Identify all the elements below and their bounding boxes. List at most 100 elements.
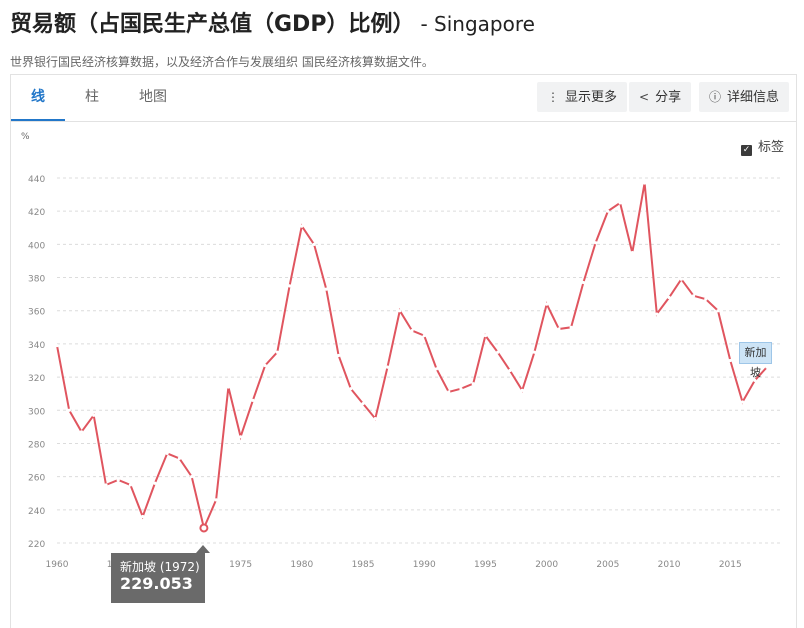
data-point (385, 365, 390, 369)
y-tick-label: 340 (28, 341, 45, 351)
share-icon: < (639, 90, 650, 104)
data-point (606, 209, 610, 213)
share-button[interactable]: < 分享 (629, 82, 692, 112)
data-point (581, 280, 585, 285)
y-tick-label: 240 (28, 507, 45, 517)
data-point (422, 334, 426, 338)
data-point (398, 309, 402, 313)
tab-divider (11, 121, 796, 122)
data-point (373, 416, 377, 421)
show-more-label: 显示更多 (565, 90, 618, 105)
data-point (336, 353, 341, 358)
y-tick-label: 260 (28, 474, 45, 484)
data-point (679, 277, 683, 281)
x-tick-label: 2010 (658, 560, 681, 570)
y-tick-label: 360 (28, 308, 45, 318)
x-tick-label: 2015 (719, 560, 742, 570)
data-point (177, 456, 182, 460)
chart-panel: 线 柱 地图 ⋮ 显示更多 < 分享 ⓘ 详细信息 ✓ 标签 (10, 74, 797, 628)
data-point (116, 478, 120, 482)
data-point (496, 350, 500, 354)
data-point (226, 385, 230, 389)
data-point (190, 475, 194, 479)
labels-toggle-label: 标签 (757, 140, 784, 155)
labels-toggle[interactable]: ✓ 标签 (740, 136, 784, 156)
data-point (594, 241, 598, 245)
y-tick-label: 380 (28, 275, 45, 285)
data-point (655, 312, 659, 316)
data-point (67, 408, 71, 412)
data-point (545, 302, 549, 306)
data-point (569, 325, 573, 329)
data-point (447, 390, 451, 394)
show-more-button[interactable]: ⋮ 显示更多 (537, 82, 628, 112)
data-point (532, 350, 537, 354)
data-point (361, 402, 365, 406)
data-point (349, 387, 353, 391)
data-point (79, 430, 84, 434)
data-point (483, 334, 488, 338)
data-point (165, 451, 169, 456)
tab-line[interactable]: 线 (11, 75, 65, 121)
data-point (642, 181, 647, 185)
country-name: - Singapore (420, 12, 535, 36)
data-point (153, 481, 157, 485)
data-point (716, 309, 720, 313)
data-point (691, 294, 696, 298)
series-end-label[interactable]: 新加坡 (739, 342, 772, 379)
data-point (630, 251, 634, 255)
data-point (740, 400, 745, 404)
data-point (214, 498, 218, 502)
x-tick-label: 2005 (596, 560, 619, 570)
tooltip-arrow (196, 545, 210, 553)
data-point (667, 295, 671, 300)
info-icon: ⓘ (709, 90, 722, 104)
data-point (471, 382, 475, 386)
data-point (92, 413, 96, 417)
data-point (459, 387, 463, 391)
data-point (128, 483, 133, 487)
data-point (618, 201, 622, 205)
data-point (434, 367, 439, 371)
y-tick-label: 300 (28, 407, 45, 417)
y-tick-label: 280 (28, 440, 45, 450)
data-point (300, 224, 304, 228)
data-point (753, 378, 757, 383)
data-point (263, 363, 267, 368)
data-point (704, 297, 708, 301)
source-note: 世界银行国民经济核算数据，以及经济合作与发展组织 国民经济核算数据文件。 (10, 55, 434, 69)
y-axis-label: % (21, 132, 30, 142)
tooltip-value: 229.053 (120, 574, 193, 593)
checkbox-checked-icon[interactable]: ✓ (740, 145, 752, 156)
data-point (520, 388, 524, 392)
data-point (312, 242, 316, 246)
data-point (55, 343, 59, 348)
x-tick-label: 1980 (290, 560, 313, 570)
data-tooltip: 新加坡 (1972) 229.053 (111, 545, 210, 603)
data-point (765, 365, 769, 369)
x-tick-label: 1960 (46, 560, 69, 570)
share-label: 分享 (655, 90, 682, 105)
tab-bar[interactable]: 柱 (85, 89, 99, 105)
x-tick-label: 1985 (352, 560, 375, 570)
data-point (728, 358, 732, 363)
data-point (275, 350, 279, 354)
tab-map[interactable]: 地图 (139, 89, 167, 105)
details-button[interactable]: ⓘ 详细信息 (699, 82, 790, 112)
y-tick-label: 220 (28, 540, 45, 550)
data-point (239, 435, 243, 439)
data-point (410, 329, 414, 333)
highlighted-point (199, 523, 209, 533)
data-point (557, 327, 561, 331)
data-point (324, 287, 328, 291)
title-text: 贸易额（占国民生产总值（GDP）比例） (10, 12, 415, 37)
x-tick-label: 2000 (535, 560, 558, 570)
data-point (141, 514, 145, 519)
x-tick-label: 1995 (474, 560, 497, 570)
data-point (251, 398, 255, 402)
y-tick-label: 400 (28, 241, 45, 251)
data-point (508, 368, 512, 373)
y-tick-label: 420 (28, 208, 45, 218)
page-title: 贸易额（占国民生产总值（GDP）比例） - Singapore (10, 6, 535, 38)
